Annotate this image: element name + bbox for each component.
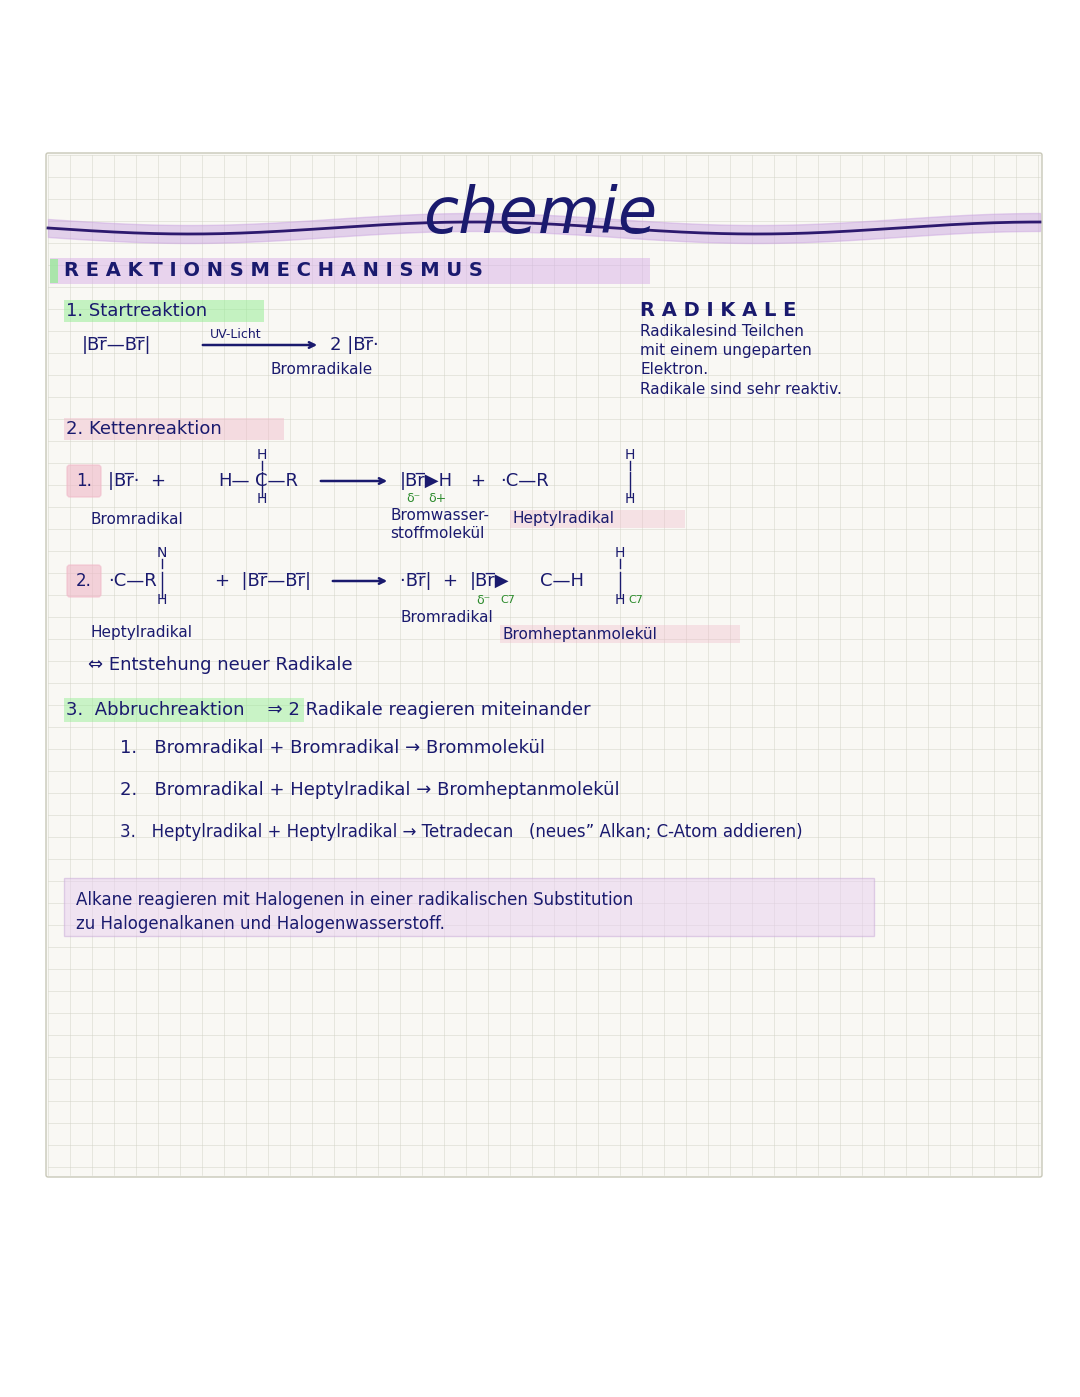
Bar xyxy=(50,258,650,284)
Bar xyxy=(64,698,303,722)
Text: Bromradikal: Bromradikal xyxy=(400,610,492,626)
Bar xyxy=(510,510,685,528)
Text: +: + xyxy=(470,472,485,490)
Text: H: H xyxy=(615,546,625,560)
Bar xyxy=(64,877,874,936)
Text: δ+: δ+ xyxy=(428,492,446,504)
Text: ⇔ Entstehung neuer Radikale: ⇔ Entstehung neuer Radikale xyxy=(87,657,353,673)
Text: 2.: 2. xyxy=(76,571,92,590)
Text: |Br̅▶: |Br̅▶ xyxy=(470,571,510,590)
Text: 1.   Bromradikal + Bromradikal → Brommolekül: 1. Bromradikal + Bromradikal → Brommolek… xyxy=(120,739,545,757)
Text: 2. Kettenreaktion: 2. Kettenreaktion xyxy=(66,420,221,439)
Text: Bromwasser-: Bromwasser- xyxy=(390,507,489,522)
Text: |Br̅—Br̅|: |Br̅—Br̅| xyxy=(82,337,151,353)
Bar xyxy=(50,258,58,284)
Bar xyxy=(64,418,284,440)
Text: ·C—R: ·C—R xyxy=(108,571,157,590)
Text: +  |Br̅—Br̅|: + |Br̅—Br̅| xyxy=(215,571,311,590)
Text: H: H xyxy=(625,448,635,462)
Text: 3.  Abbruchreaktion    ⇒ 2 Radikale reagieren miteinander: 3. Abbruchreaktion ⇒ 2 Radikale reagiere… xyxy=(66,701,591,719)
Bar xyxy=(500,624,740,643)
Text: |Br̅▶H: |Br̅▶H xyxy=(400,472,454,490)
Text: Radikalesind Teilchen: Radikalesind Teilchen xyxy=(640,324,804,339)
Text: Radikale sind sehr reaktiv.: Radikale sind sehr reaktiv. xyxy=(640,381,842,397)
Text: Bromradikal: Bromradikal xyxy=(90,513,183,528)
Text: 2.   Bromradikal + Heptylradikal → Bromheptanmolekül: 2. Bromradikal + Heptylradikal → Bromhep… xyxy=(120,781,620,799)
Text: R E A K T I O N S M E C H A N I S M U S: R E A K T I O N S M E C H A N I S M U S xyxy=(64,261,483,281)
Text: C—H: C—H xyxy=(540,571,584,590)
Text: Bromheptanmolekül: Bromheptanmolekül xyxy=(502,626,657,641)
Text: H: H xyxy=(257,448,267,462)
Text: H: H xyxy=(257,492,267,506)
Text: Heptylradikal: Heptylradikal xyxy=(90,626,192,640)
Text: Bromradikale: Bromradikale xyxy=(270,362,373,377)
Text: Heptylradikal: Heptylradikal xyxy=(512,511,615,527)
Text: 3.   Heptylradikal + Heptylradikal → Tetradecan   (neues” Alkan; C-Atom addieren: 3. Heptylradikal + Heptylradikal → Tetra… xyxy=(120,823,802,841)
Text: UV-Licht: UV-Licht xyxy=(210,328,261,341)
Text: C7: C7 xyxy=(500,595,515,605)
Text: ·Br̅|  +: ·Br̅| + xyxy=(400,571,458,590)
Text: H: H xyxy=(625,492,635,506)
Text: H—: H— xyxy=(218,472,249,490)
Text: H: H xyxy=(157,592,167,608)
Text: mit einem ungeparten: mit einem ungeparten xyxy=(640,344,812,359)
FancyBboxPatch shape xyxy=(67,564,102,597)
Text: Elektron.: Elektron. xyxy=(640,362,708,377)
FancyBboxPatch shape xyxy=(46,154,1042,1178)
FancyBboxPatch shape xyxy=(67,465,102,497)
Bar xyxy=(64,300,264,321)
Text: zu Halogenalkanen und Halogenwasserstoff.: zu Halogenalkanen und Halogenwasserstoff… xyxy=(76,915,445,933)
Text: H: H xyxy=(615,592,625,608)
Text: N: N xyxy=(157,546,167,560)
Text: chemie: chemie xyxy=(423,184,657,246)
Text: C—R: C—R xyxy=(255,472,298,490)
Text: Alkane reagieren mit Halogenen in einer radikalischen Substitution: Alkane reagieren mit Halogenen in einer … xyxy=(76,891,633,909)
Text: |Br̅·  +: |Br̅· + xyxy=(108,472,166,490)
Text: C7: C7 xyxy=(627,595,643,605)
Text: 1. Startreaktion: 1. Startreaktion xyxy=(66,302,207,320)
Text: R A D I K A L E: R A D I K A L E xyxy=(640,302,796,320)
Text: 2 |Br̅·: 2 |Br̅· xyxy=(330,337,379,353)
Text: stoffmolekül: stoffmolekül xyxy=(390,525,484,541)
Text: ·C—R: ·C—R xyxy=(500,472,549,490)
Text: δ⁻: δ⁻ xyxy=(406,492,420,504)
Text: 1.: 1. xyxy=(76,472,92,490)
Text: δ⁻: δ⁻ xyxy=(476,594,490,606)
